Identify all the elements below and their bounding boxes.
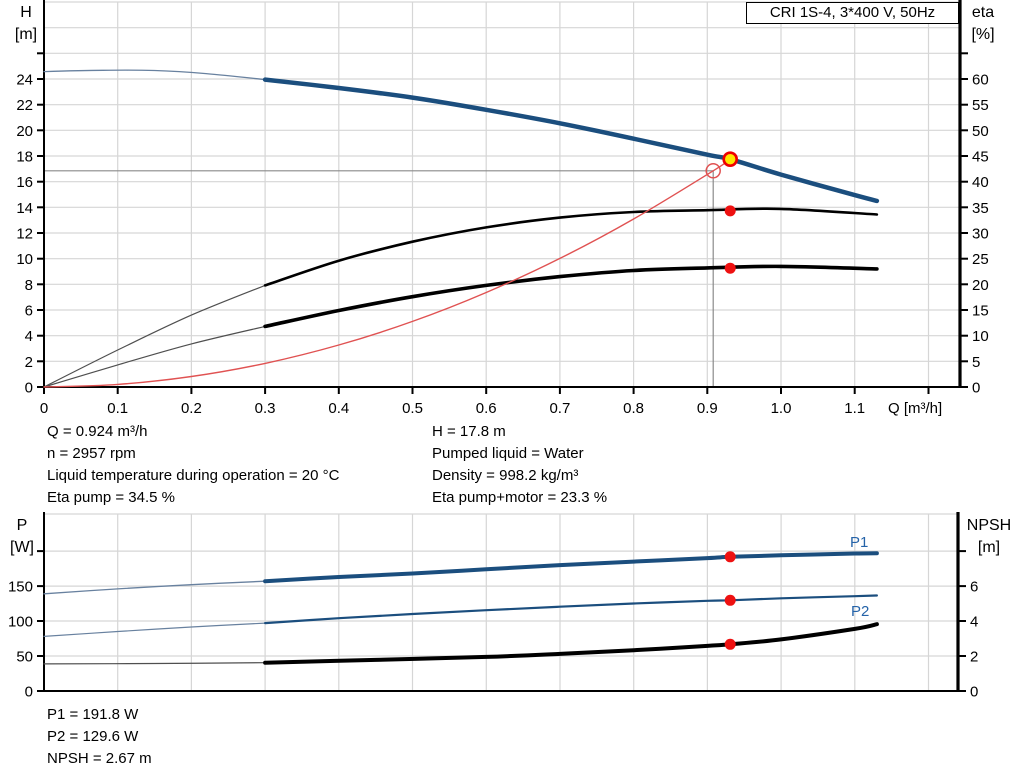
x-axis-tick-label: 0.2: [181, 400, 202, 417]
x-axis-unit: Q [m³/h]: [888, 400, 943, 417]
x-axis-tick-label: 0.1: [107, 400, 128, 417]
info-pumped-liquid: Pumped liquid = Water: [432, 445, 584, 462]
y-axis-right-tick-label: 6: [970, 579, 978, 596]
p1-curve: [263, 551, 879, 584]
p1-curve-thin: [43, 580, 266, 595]
eta-pump-curve-thin: [43, 284, 266, 388]
p1-curve-label: P1: [850, 534, 869, 551]
info-h: H = 17.8 m: [432, 423, 506, 440]
x-axis-tick-label: 0.3: [255, 400, 276, 417]
specified-duty-point: [705, 163, 721, 179]
y-axis-right-tick-label: 40: [972, 174, 989, 191]
y-axis-right-tick-label: 4: [970, 614, 978, 631]
y-axis-right-tick-label: 2: [970, 649, 978, 666]
duty-point[interactable]: [722, 151, 739, 167]
y-axis-right-tick-label: 50: [972, 123, 989, 140]
x-axis-tick-label: 0.8: [623, 400, 644, 417]
y-axis-left-unit-top: H [m]: [10, 2, 42, 46]
chart-title-box: CRI 1S-4, 3*400 V, 50Hz: [746, 2, 959, 24]
x-axis-tick-label: 1.1: [844, 400, 865, 417]
y-axis-right-tick-label: 15: [972, 303, 989, 320]
y-axis-left-tick-label: 16: [16, 174, 33, 191]
y-axis-right-unit-bottom: NPSH [m]: [960, 515, 1018, 559]
info-eta-pump: Eta pump = 34.5 %: [47, 489, 175, 506]
info-q: Q = 0.924 m³/h: [47, 423, 148, 440]
y-axis-left-tick-label: 50: [16, 649, 33, 666]
y-axis-left-tick-label: 150: [8, 579, 33, 596]
p1-point: [724, 551, 736, 563]
duty-info-left: Q = 0.924 m³/h n = 2957 rpm Liquid tempe…: [47, 421, 339, 509]
p-axis-unit: [W]: [10, 539, 34, 556]
y-axis-right-tick-label: 25: [972, 251, 989, 268]
eta-axis-label: eta: [971, 4, 995, 21]
info-eta-pump-motor: Eta pump+motor = 23.3 %: [432, 489, 608, 506]
y-axis-right-tick-label: 20: [972, 277, 989, 294]
x-axis-tick-label: 1.0: [771, 400, 792, 417]
y-axis-right-tick-label: 30: [972, 226, 989, 243]
y-axis-left-tick-label: 10: [16, 251, 33, 268]
y-axis-right-tick-label: 0: [970, 684, 978, 701]
info-p1: P1 = 191.8 W: [47, 706, 139, 723]
eta-axis-unit: [%]: [971, 26, 995, 43]
x-axis-tick-label: 0.4: [328, 400, 349, 417]
system-curve: [43, 158, 731, 388]
info-liquid-temperature: Liquid temperature during operation = 20…: [47, 467, 340, 484]
y-axis-left-tick-label: 0: [25, 684, 33, 701]
duty-info-right: H = 17.8 m Pumped liquid = Water Density…: [432, 421, 607, 509]
p2-curve-label: P2: [851, 603, 870, 620]
y-axis-left-tick-label: 0: [25, 380, 33, 397]
p2-curve-thin: [43, 622, 266, 637]
y-axis-left-tick-label: 20: [16, 123, 33, 140]
x-axis-tick-label: 0.7: [549, 400, 570, 417]
npsh-point: [724, 638, 736, 650]
y-axis-left-tick-label: 14: [16, 200, 33, 217]
head-curve-thin: [43, 69, 266, 81]
y-axis-left-tick-label: 24: [16, 72, 33, 89]
y-axis-right-tick-label: 60: [972, 72, 989, 89]
y-axis-left-tick-label: 18: [16, 149, 33, 166]
y-axis-right-tick-label: 0: [972, 380, 980, 397]
power-info: P1 = 191.8 W P2 = 129.6 W NPSH = 2.67 m: [47, 704, 152, 770]
h-axis-unit: [m]: [14, 26, 38, 43]
eta-pump-curve: [263, 207, 879, 287]
head-curve: [262, 77, 880, 204]
h-axis-label: H: [20, 4, 32, 21]
y-axis-left-tick-label: 8: [25, 277, 33, 294]
y-axis-right-tick-label: 35: [972, 200, 989, 217]
y-axis-left-tick-label: 12: [16, 226, 33, 243]
p2-curve: [264, 594, 878, 625]
eta-pump-motor-point: [724, 262, 736, 274]
npsh-curve-thin: [43, 662, 266, 665]
info-speed: n = 2957 rpm: [47, 445, 136, 462]
y-axis-left-tick-label: 100: [8, 614, 33, 631]
y-axis-right-unit-top: eta [%]: [964, 2, 1002, 46]
y-axis-right-tick-label: 5: [972, 354, 980, 371]
p2-point: [724, 594, 736, 606]
y-axis-right-tick-label: 55: [972, 97, 989, 114]
x-axis-tick-label: 0: [40, 400, 48, 417]
y-axis-left-tick-label: 2: [25, 354, 33, 371]
eta-pump-point: [724, 205, 736, 217]
npsh-curve: [263, 622, 879, 665]
y-axis-left-unit-bottom: P [W]: [6, 515, 38, 559]
x-axis-tick-label: 0.5: [402, 400, 423, 417]
p-axis-label: P: [16, 517, 28, 534]
info-p2: P2 = 129.6 W: [47, 728, 139, 745]
info-npsh: NPSH = 2.67 m: [47, 750, 152, 767]
y-axis-right-tick-label: 45: [972, 149, 989, 166]
eta-pump-motor-curve: [263, 264, 879, 329]
info-density: Density = 998.2 kg/m³: [432, 467, 579, 484]
eta-pump-motor-curve-thin: [43, 325, 266, 388]
x-axis-tick-label: 0.6: [476, 400, 497, 417]
npsh-axis-label: NPSH: [966, 517, 1012, 534]
y-axis-left-tick-label: 4: [25, 328, 33, 345]
npsh-axis-unit: [m]: [977, 539, 1001, 556]
y-axis-right-tick-label: 10: [972, 328, 989, 345]
y-axis-left-tick-label: 6: [25, 303, 33, 320]
y-axis-left-tick-label: 22: [16, 97, 33, 114]
x-axis-tick-label: 0.9: [697, 400, 718, 417]
